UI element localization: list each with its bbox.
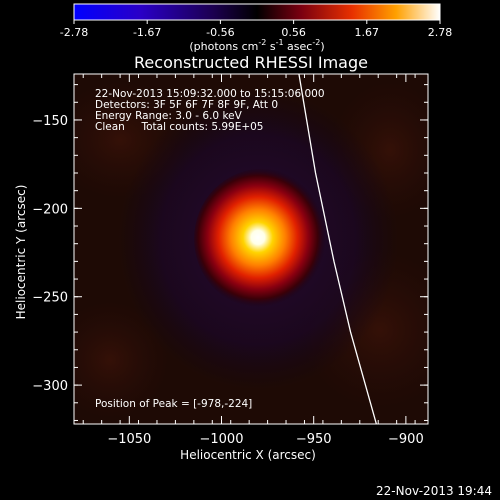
colorbar-tick-label: -0.56 [206, 26, 234, 39]
footer-date: 22-Nov-2013 19:44 [376, 484, 492, 498]
flare-source [194, 168, 331, 309]
y-tick-label: −150 [32, 114, 68, 129]
annotation-energy-range: Energy Range: 3.0 - 6.0 keV [95, 110, 243, 122]
colorbar-tick-label: -2.78 [60, 26, 88, 39]
x-tick-label: −950 [296, 432, 332, 447]
solar-limb-line [298, 74, 378, 424]
x-tick-label: −1000 [200, 432, 244, 447]
y-tick-label: −300 [32, 379, 68, 394]
plot-frame [73, 73, 429, 425]
colorbar-tick-label: 2.78 [428, 26, 453, 39]
annotation-peak-position: Position of Peak = [-978,-224] [95, 398, 252, 410]
y-tick-label: −200 [32, 202, 68, 217]
axis-ticks: −1050 −1000 −950 −900 −150 −200 −250 −300 [32, 74, 428, 447]
colorbar-tick-label: 0.56 [281, 26, 306, 39]
colorbar-unit-label: (photons cm-2 s-1 asec-2) [189, 38, 324, 53]
colorbar [73, 3, 441, 21]
chart-title: Reconstructed RHESSI Image [134, 53, 368, 72]
x-axis-label: Heliocentric X (arcsec) [180, 448, 316, 462]
colorbar-ticks: -2.78 -1.67 -0.56 0.56 1.67 2.78 [60, 20, 452, 39]
y-tick-label: −250 [32, 291, 68, 306]
colorbar-tick-label: 1.67 [355, 26, 380, 39]
annotation-detectors: Detectors: 3F 5F 6F 7F 8F 9F, Att 0 [95, 99, 278, 111]
y-axis-label: Heliocentric Y (arcsec) [14, 185, 28, 320]
annotation-time-range: 22-Nov-2013 15:09:32.000 to 15:15:06.000 [95, 88, 325, 100]
x-tick-label: −1050 [107, 432, 151, 447]
heatmap-image [74, 74, 428, 424]
x-tick-label: −900 [388, 432, 424, 447]
annotation-clean-counts: Clean Total counts: 5.99E+05 [95, 121, 264, 133]
colorbar-tick-label: -1.67 [133, 26, 161, 39]
